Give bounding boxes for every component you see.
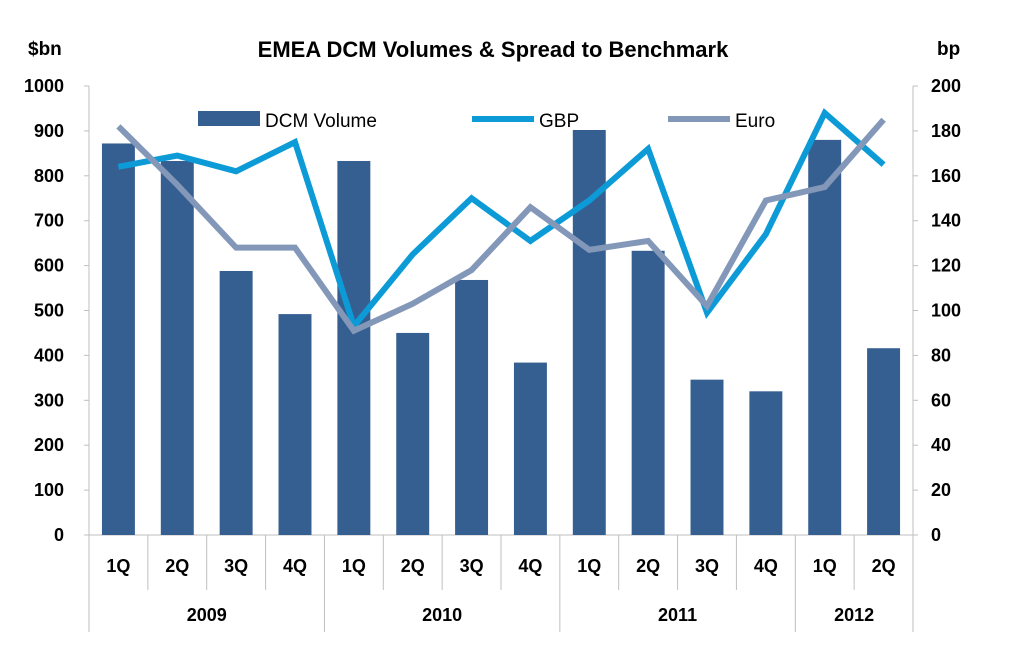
lines (116, 108, 886, 335)
right-tick-label: 120 (931, 256, 961, 276)
axes (84, 85, 918, 632)
left-axis-unit: $bn (28, 39, 62, 60)
bar-dcm-volume (337, 160, 371, 535)
legend-swatch-dcm-volume (198, 111, 260, 126)
bars (101, 130, 901, 536)
category-label: 1Q (342, 556, 366, 576)
left-tick-label: 1000 (24, 76, 64, 96)
left-tick-label: 600 (34, 256, 64, 276)
left-tick-label: 0 (54, 525, 64, 545)
category-label: 3Q (460, 556, 484, 576)
line-gbp (117, 108, 886, 333)
right-tick-label: 0 (931, 525, 941, 545)
left-tick-label: 500 (34, 301, 64, 321)
category-label: 4Q (754, 556, 778, 576)
category-label: 1Q (577, 556, 601, 576)
category-label: 2Q (401, 556, 425, 576)
right-tick-label: 60 (931, 390, 951, 410)
legend-label-dcm-volume: DCM Volume (265, 111, 377, 132)
legend: DCM Volume GBP Euro (198, 111, 775, 132)
category-label: 2Q (636, 556, 660, 576)
bar-dcm-volume (631, 250, 665, 535)
bar-dcm-volume (396, 332, 430, 535)
bar-dcm-volume (455, 279, 489, 535)
category-label: 4Q (518, 556, 542, 576)
left-tick-label: 400 (34, 345, 64, 365)
right-tick-label: 40 (931, 435, 951, 455)
right-tick-label: 100 (931, 301, 961, 321)
chart-title: EMEA DCM Volumes & Spread to Benchmark (258, 37, 729, 62)
category-label: 1Q (813, 556, 837, 576)
bar-dcm-volume (219, 270, 253, 535)
right-tick-label: 180 (931, 121, 961, 141)
category-label: 3Q (695, 556, 719, 576)
bar-dcm-volume (160, 160, 194, 535)
legend-label-gbp: GBP (539, 111, 579, 132)
category-label: 2Q (872, 556, 896, 576)
category-label: 3Q (224, 556, 248, 576)
year-label: 2009 (187, 605, 227, 625)
category-label: 4Q (283, 556, 307, 576)
axis-labels: 0 100 200 300 400 500 600 700 800 900 1000 0 20 40 60 8… (24, 76, 961, 625)
left-tick-label: 100 (34, 480, 64, 500)
right-tick-label: 80 (931, 345, 951, 365)
left-tick-label: 200 (34, 435, 64, 455)
bar-dcm-volume (749, 391, 783, 535)
left-tick-label: 300 (34, 390, 64, 410)
bar-dcm-volume (690, 379, 724, 535)
right-tick-label: 20 (931, 480, 951, 500)
legend-label-euro: Euro (735, 111, 775, 132)
bar-dcm-volume (513, 362, 547, 535)
line-euro (116, 117, 886, 335)
right-axis-unit: bp (937, 39, 960, 60)
left-tick-label: 900 (34, 121, 64, 141)
year-label: 2011 (658, 605, 697, 625)
left-tick-label: 700 (34, 211, 64, 231)
right-tick-label: 160 (931, 166, 961, 186)
right-tick-label: 200 (931, 76, 961, 96)
bar-dcm-volume (808, 139, 842, 535)
category-label: 1Q (106, 556, 130, 576)
left-tick-label: 800 (34, 166, 64, 186)
bar-dcm-volume (278, 314, 312, 535)
year-label: 2012 (834, 605, 874, 625)
year-label: 2010 (422, 605, 462, 625)
right-tick-label: 140 (931, 211, 961, 231)
bar-dcm-volume (101, 143, 135, 536)
category-label: 2Q (165, 556, 189, 576)
bar-dcm-volume (867, 348, 901, 535)
